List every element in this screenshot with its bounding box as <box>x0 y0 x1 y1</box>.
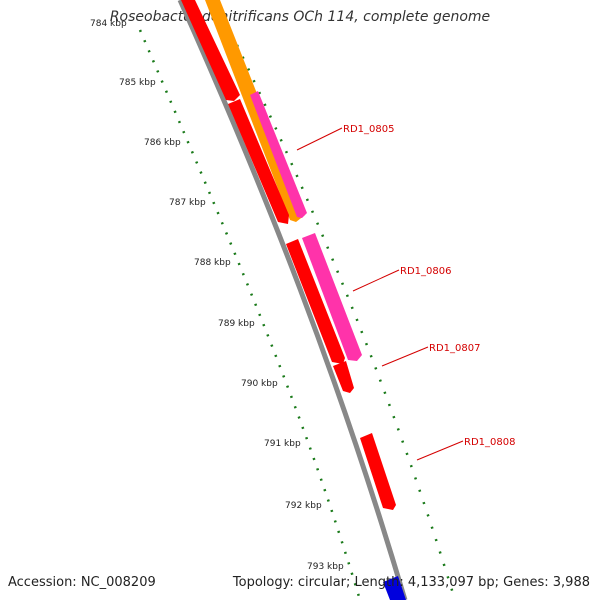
gene-feature-magenta-1 <box>250 91 307 218</box>
gene-label-0807: RD1_0807 <box>429 343 480 354</box>
tick-label-792: 792 kbp <box>285 501 322 511</box>
genome-backbone <box>177 0 408 600</box>
gene-label-0808: RD1_0808 <box>464 437 515 448</box>
leader-line-0808 <box>416 440 464 461</box>
tick-label-785: 785 kbp <box>119 78 156 88</box>
tick-label-789: 789 kbp <box>218 319 255 329</box>
leader-line-0807 <box>381 346 429 367</box>
leader-line-0805 <box>296 127 343 151</box>
leader-line-0806 <box>352 269 400 292</box>
tick-label-784: 784 kbp <box>90 19 127 29</box>
tick-label-787: 787 kbp <box>169 198 206 208</box>
gene-feature-0806 <box>286 239 345 364</box>
gene-feature-0804 <box>181 0 240 101</box>
gene-feature-magenta-2 <box>302 233 362 361</box>
tick-label-791: 791 kbp <box>264 439 301 449</box>
rna-feature-blue <box>383 576 406 600</box>
tick-label-790: 790 kbp <box>241 379 278 389</box>
accession-text: Accession: NC_008209 <box>8 575 156 590</box>
tick-label-786: 786 kbp <box>144 138 181 148</box>
gene-feature-0805 <box>228 99 289 224</box>
summary-text: Topology: circular; Length: 4,133,097 bp… <box>232 575 590 590</box>
tick-label-793: 793 kbp <box>307 562 344 572</box>
gene-feature-0807 <box>333 361 354 393</box>
tick-label-788: 788 kbp <box>194 258 231 268</box>
gene-feature-0808 <box>360 433 396 510</box>
gene-label-0805: RD1_0805 <box>343 124 394 135</box>
gene-label-0806: RD1_0806 <box>400 266 451 277</box>
